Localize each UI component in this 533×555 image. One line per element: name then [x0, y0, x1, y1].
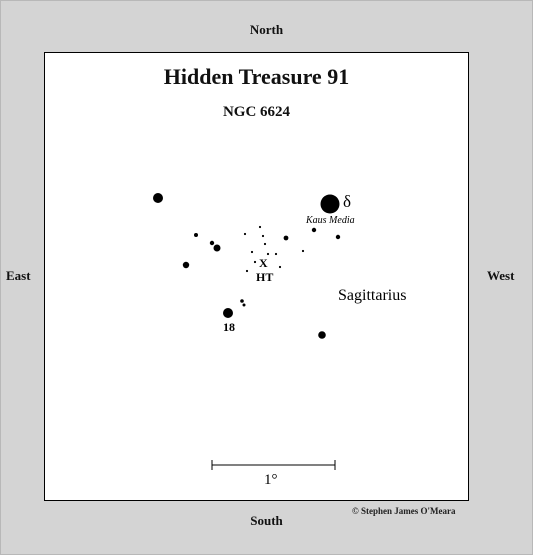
star — [223, 308, 233, 318]
star — [242, 303, 246, 307]
scale-bar — [211, 460, 336, 470]
star — [243, 232, 247, 236]
delta-label: δ — [343, 192, 351, 211]
chart-title: Hidden Treasure 91 — [163, 64, 350, 89]
star — [261, 234, 265, 238]
star — [240, 299, 244, 303]
object-marker: X — [259, 256, 268, 270]
star — [335, 234, 341, 240]
star — [263, 242, 267, 246]
star — [182, 261, 190, 269]
star — [250, 250, 254, 254]
star — [283, 235, 289, 241]
star — [213, 244, 221, 252]
star-kaus-media — [320, 194, 340, 214]
ht-label: HT — [256, 270, 273, 284]
star — [209, 240, 215, 246]
north-label: North — [249, 22, 284, 37]
star — [194, 233, 198, 237]
chart-subtitle: NGC 6624 — [222, 104, 291, 120]
kaus-media-label: Kaus Media — [305, 215, 355, 226]
star — [245, 269, 249, 273]
star — [258, 225, 262, 229]
star — [318, 331, 326, 339]
scale-label: 1° — [264, 472, 278, 488]
west-label: West — [487, 268, 515, 283]
credit: © Stephen James O'Meara — [352, 506, 456, 516]
constellation-label: Sagittarius — [338, 287, 406, 304]
star — [274, 252, 278, 256]
south-label: South — [250, 513, 283, 528]
chart-panel — [44, 52, 469, 501]
star — [278, 265, 282, 269]
star — [301, 249, 305, 253]
star-18-label: 18 — [223, 320, 235, 334]
east-label: East — [6, 268, 31, 283]
star — [153, 193, 163, 203]
star — [253, 260, 257, 264]
star — [266, 252, 270, 256]
star — [311, 227, 317, 233]
